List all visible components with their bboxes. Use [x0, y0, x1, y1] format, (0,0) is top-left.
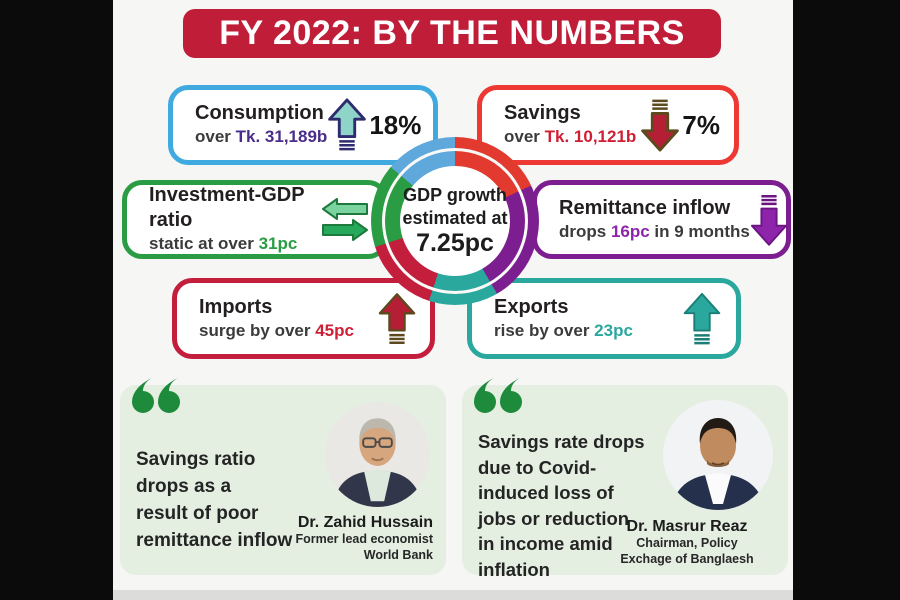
up-arrow-icon	[378, 292, 416, 344]
person-role: Former lead economist World Bank	[295, 532, 433, 562]
quote-text: Savings rate drops due to Covid- induced…	[478, 431, 645, 580]
page-title: FY 2022: BY THE NUMBERS	[183, 9, 721, 58]
stat-value: Tk. 10,121b	[544, 127, 637, 147]
stat-prefix: drops	[559, 221, 611, 241]
stat-indicator	[378, 292, 416, 346]
person-block: Dr. Zahid Hussain Former lead economist …	[223, 513, 433, 563]
portrait-illustration	[325, 402, 430, 507]
stat-text: Savings over Tk. 10,121b	[504, 101, 640, 148]
person-name: Dr. Zahid Hussain	[297, 514, 433, 531]
stat-text: Exports rise by over 23pc	[494, 295, 682, 342]
stat-box-consumption: Consumption over Tk. 31,189b 18%	[168, 85, 438, 165]
stat-prefix: surge by over	[199, 320, 316, 340]
stat-box-savings: Savings over Tk. 10,121b 7%	[477, 85, 739, 165]
stat-line: over Tk. 10,121b	[504, 126, 640, 148]
avatar-zahid-hussain	[325, 402, 430, 507]
stat-text: Imports surge by over 45pc	[199, 295, 378, 342]
stat-line: surge by over 45pc	[199, 320, 378, 342]
stat-box-imports: Imports surge by over 45pc	[172, 278, 435, 359]
stat-value: 45pc	[315, 320, 354, 340]
quote-icon	[474, 378, 522, 413]
up-arrow-icon	[683, 292, 721, 344]
stat-prefix: static at over	[149, 234, 259, 254]
stat-text: Remittance inflow drops 16pc in 9 months	[559, 196, 750, 243]
stat-indicator: 18%	[327, 98, 421, 152]
gdp-growth-hub: GDP growth estimated at 7.25pc	[400, 166, 510, 276]
stat-value: 23pc	[594, 320, 633, 340]
stat-text: Consumption over Tk. 31,189b	[195, 101, 327, 148]
quote-card-zahid-hussain: Savings ratio drops as a result of poor …	[120, 378, 446, 575]
stat-title: Consumption	[195, 102, 324, 125]
person-role: Chairman, Policy Exchage of Banglaesh	[620, 536, 754, 566]
stat-prefix: over	[504, 127, 545, 147]
stat-line: drops 16pc in 9 months	[559, 221, 750, 243]
down-arrow-icon	[641, 99, 680, 152]
stat-box-remittance: Remittance inflow drops 16pc in 9 months	[532, 180, 791, 259]
hub-line2: estimated at	[402, 207, 508, 228]
quote-card-masrur-reaz: Savings rate drops due to Covid- induced…	[462, 378, 788, 580]
stat-indicator	[321, 197, 369, 242]
up-arrow-icon	[328, 98, 367, 151]
person-name: Dr. Masrur Reaz	[626, 518, 748, 535]
stat-indicator: 7%	[640, 98, 720, 152]
left-right-arrows-icon	[322, 197, 368, 241]
stat-title: Investment-GDP ratio	[149, 184, 305, 232]
stat-box-investment-gdp: Investment-GDP ratio static at over 31pc	[122, 180, 388, 259]
stat-title: Imports	[199, 295, 273, 318]
down-arrow-icon	[750, 194, 787, 246]
infographic-content: FY 2022: BY THE NUMBERS Consumption over…	[113, 0, 793, 600]
stat-title: Savings	[504, 102, 581, 125]
avatar-masrur-reaz	[663, 400, 773, 510]
stat-title: Remittance inflow	[559, 196, 731, 219]
stat-value: 31pc	[258, 234, 298, 254]
stat-percent: 7%	[682, 109, 720, 140]
stat-text: Investment-GDP ratio static at over 31pc	[149, 183, 321, 255]
stat-line: over Tk. 31,189b	[195, 126, 327, 148]
stat-line: static at over 31pc	[149, 233, 321, 255]
stat-value: 16pc	[610, 221, 650, 241]
person-block: Dr. Masrur Reaz Chairman, Policy Exchage…	[592, 517, 782, 567]
stat-prefix: rise by over	[494, 320, 595, 340]
hub-value: 7.25pc	[416, 229, 494, 258]
stat-indicator	[750, 193, 788, 247]
stat-percent: 18%	[369, 109, 422, 140]
hub-line1: GDP growth	[403, 185, 507, 206]
stat-prefix: over	[195, 127, 236, 147]
bottom-strip	[113, 590, 793, 600]
stat-value: Tk. 31,189b	[235, 127, 328, 147]
stat-box-exports: Exports rise by over 23pc	[467, 278, 741, 359]
portrait-illustration	[663, 400, 773, 510]
stat-line: rise by over 23pc	[494, 320, 682, 342]
quote-text: Savings ratio drops as a result of poor …	[136, 449, 293, 551]
stat-indicator	[682, 292, 722, 346]
stat-title: Exports	[494, 295, 569, 318]
stat-suffix: in 9 months	[649, 221, 750, 241]
quote-icon	[132, 378, 180, 413]
